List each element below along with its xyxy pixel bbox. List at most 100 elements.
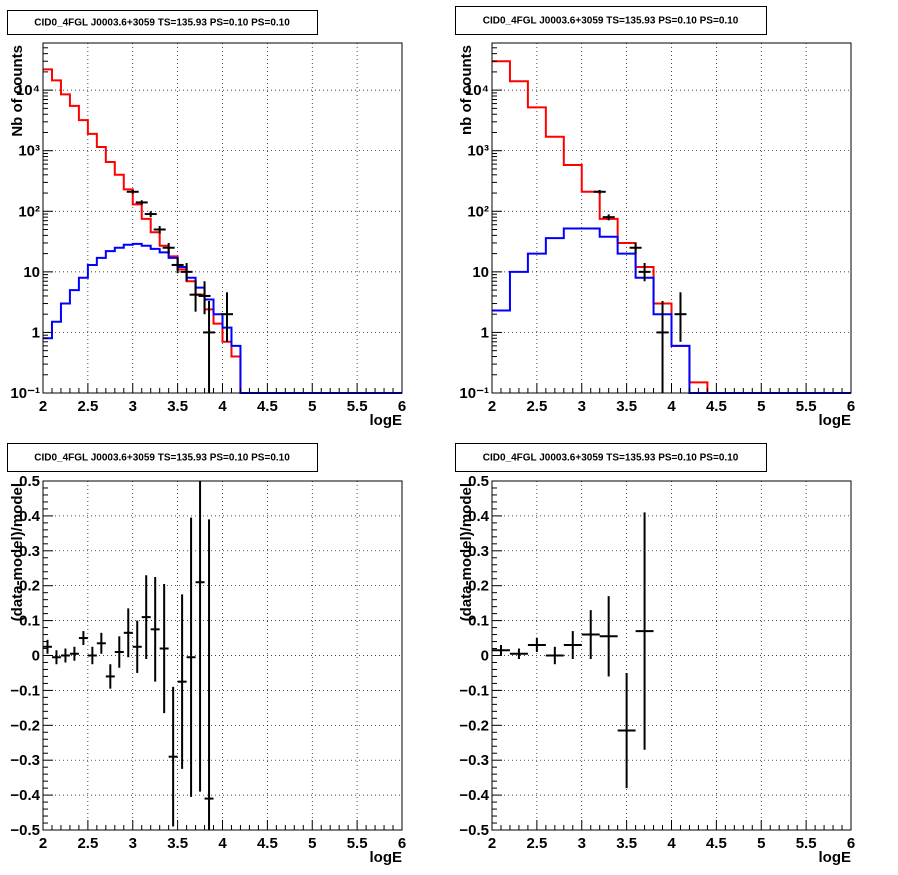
x-tick-label: 3.5 xyxy=(616,835,637,852)
x-tick-label: 3 xyxy=(578,835,586,852)
x-tick-label: 5 xyxy=(757,398,765,415)
y-tick-label: 10⁴ xyxy=(465,82,489,99)
y-tick-label: 0 xyxy=(32,648,40,665)
y-tick-label: 1 xyxy=(32,324,40,341)
pad-title-box: CID0_4FGL J0003.6+3059 TS=135.93 PS=0.10… xyxy=(7,10,318,35)
x-axis-title: logE xyxy=(370,412,403,429)
y-tick-label: 0.4 xyxy=(19,508,41,525)
y-tick-label: 10³ xyxy=(467,143,489,160)
y-tick-label: −0.2 xyxy=(459,717,489,734)
y-tick-label: 10² xyxy=(18,203,40,220)
histogram-source xyxy=(43,242,402,394)
y-tick-label: 0.1 xyxy=(19,613,40,630)
x-tick-label: 6 xyxy=(398,835,406,852)
plot-pad-4: CID0_4FGL J0003.6+3059 TS=135.93 PS=0.10… xyxy=(455,443,855,866)
y-tick-label: 0 xyxy=(481,648,489,665)
y-tick-label: 10⁴ xyxy=(16,82,40,99)
x-tick-label: 2.5 xyxy=(526,398,547,415)
x-tick-label: 4 xyxy=(218,398,227,415)
x-tick-label: 4 xyxy=(667,835,676,852)
pad-title: CID0_4FGL J0003.6+3059 TS=135.93 PS=0.10… xyxy=(34,453,290,464)
x-tick-label: 4.5 xyxy=(706,398,727,415)
residual-points xyxy=(43,481,214,830)
y-tick-label: 0.3 xyxy=(468,543,489,560)
y-tick-label: −0.3 xyxy=(10,752,40,769)
x-tick-label: 5.5 xyxy=(347,398,368,415)
x-tick-label: 5 xyxy=(308,835,316,852)
y-tick-label: −0.4 xyxy=(10,787,40,804)
x-tick-label: 3 xyxy=(129,835,137,852)
x-axis-title: logE xyxy=(819,849,852,866)
pad-title-box: CID0_4FGL J0003.6+3059 TS=135.93 PS=0.10… xyxy=(455,443,767,472)
y-tick-label: 0.1 xyxy=(468,613,489,630)
pad-title: CID0_4FGL J0003.6+3059 TS=135.93 PS=0.10… xyxy=(34,18,290,29)
pad-title-box: CID0_4FGL J0003.6+3059 TS=135.93 PS=0.10… xyxy=(455,6,767,35)
x-tick-label: 3.5 xyxy=(167,398,188,415)
y-tick-label: −0.1 xyxy=(459,682,489,699)
x-tick-label: 6 xyxy=(847,835,855,852)
data-points xyxy=(593,189,687,393)
x-tick-label: 3 xyxy=(578,398,586,415)
x-tick-label: 4 xyxy=(667,398,676,415)
y-tick-label: 1 xyxy=(481,324,489,341)
plot-pad-3: CID0_4FGL J0003.6+3059 TS=135.93 PS=0.10… xyxy=(7,443,406,866)
x-tick-label: 2 xyxy=(488,835,496,852)
pad-title: CID0_4FGL J0003.6+3059 TS=135.93 PS=0.10… xyxy=(483,16,739,27)
y-tick-label: 10⁻¹ xyxy=(10,385,40,402)
y-tick-label: −0.1 xyxy=(10,682,40,699)
pad-title-frame xyxy=(7,443,318,472)
x-tick-label: 2 xyxy=(488,398,496,415)
x-tick-label: 6 xyxy=(847,398,855,415)
pad-title-frame xyxy=(7,10,318,35)
x-tick-label: 4 xyxy=(218,835,227,852)
x-tick-label: 5.5 xyxy=(796,398,817,415)
y-tick-label: −0.4 xyxy=(459,787,489,804)
y-tick-label: 10 xyxy=(472,264,489,281)
y-tick-label: 0.5 xyxy=(19,473,40,490)
y-axis-title: (data-model)/model xyxy=(458,483,475,621)
y-axis-title: nb of counts xyxy=(458,45,475,135)
pad-title-frame xyxy=(455,443,767,472)
x-tick-label: 3 xyxy=(129,398,137,415)
x-tick-label: 2 xyxy=(39,835,47,852)
y-tick-label: −0.5 xyxy=(10,822,40,839)
y-tick-label: 0.4 xyxy=(468,508,490,525)
x-tick-label: 2 xyxy=(39,398,47,415)
y-tick-label: −0.5 xyxy=(459,822,489,839)
data-points xyxy=(126,189,233,393)
y-tick-label: 10⁻¹ xyxy=(459,385,489,402)
x-tick-label: 5 xyxy=(757,835,765,852)
y-tick-label: 10 xyxy=(23,264,40,281)
y-axis-title: (data-model)/model xyxy=(9,483,26,621)
x-tick-label: 3.5 xyxy=(167,835,188,852)
y-tick-label: 0.2 xyxy=(468,578,489,595)
x-tick-label: 2.5 xyxy=(77,835,98,852)
x-tick-label: 2.5 xyxy=(77,398,98,415)
y-axis: −0.5 −0.4 −0.3 −0.2 −0.1 0 0.1 0.2 0.3 0.4 0.5(dat… xyxy=(458,473,502,839)
plot-pad-2: CID0_4FGL J0003.6+3059 TS=135.93 PS=0.10… xyxy=(455,6,855,429)
x-tick-label: 4.5 xyxy=(706,835,727,852)
x-tick-label: 6 xyxy=(398,398,406,415)
x-tick-label: 4.5 xyxy=(257,398,278,415)
pad-title-frame xyxy=(455,6,767,35)
y-tick-label: 0.2 xyxy=(19,578,40,595)
y-axis: −0.5 −0.4 −0.3 −0.2 −0.1 0 0.1 0.2 0.3 0.4 0.5(dat… xyxy=(9,473,53,839)
y-tick-label: −0.3 xyxy=(459,752,489,769)
pad-title-box: CID0_4FGL J0003.6+3059 TS=135.93 PS=0.10… xyxy=(7,443,318,472)
x-tick-label: 3.5 xyxy=(616,398,637,415)
y-tick-label: 0.5 xyxy=(468,473,489,490)
y-axis-title: Nb of counts xyxy=(9,45,26,137)
y-tick-label: −0.2 xyxy=(10,717,40,734)
y-tick-label: 10² xyxy=(467,203,489,220)
x-tick-label: 4.5 xyxy=(257,835,278,852)
x-tick-label: 5 xyxy=(308,398,316,415)
x-axis-title: logE xyxy=(370,849,403,866)
x-tick-label: 2.5 xyxy=(526,835,547,852)
